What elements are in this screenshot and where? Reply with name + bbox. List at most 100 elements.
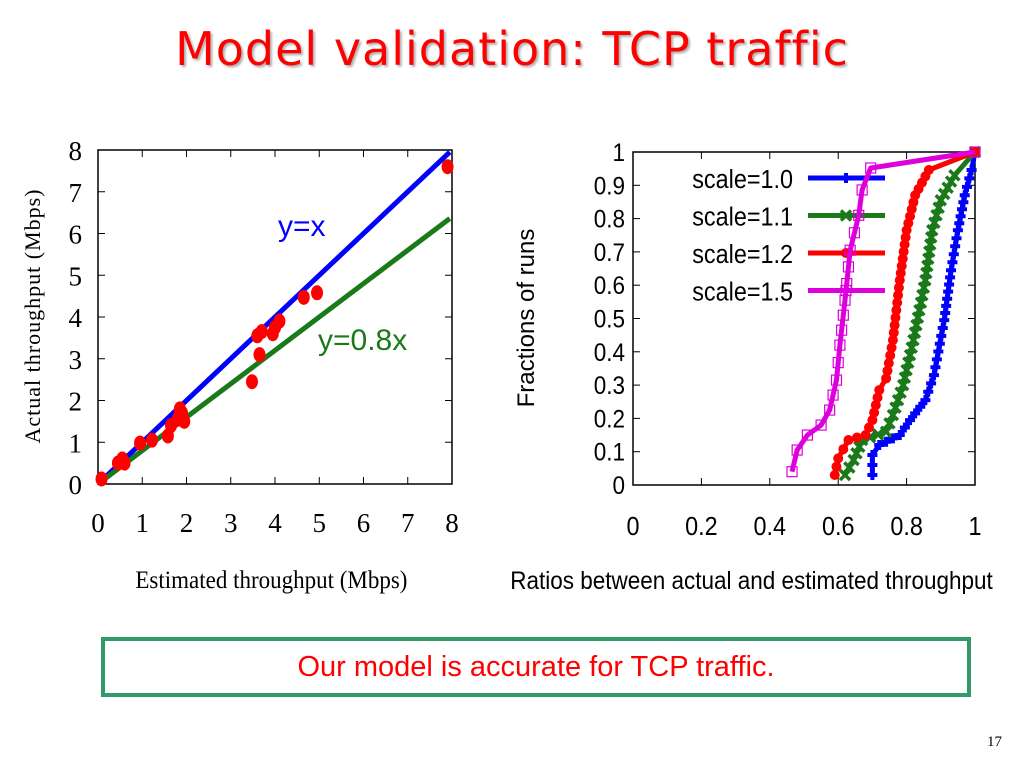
left-xtick-label: 0 [91,508,105,538]
marker-plus [915,401,926,412]
marker-x [891,393,905,407]
right-xtick-label: 0.8 [890,513,923,541]
data-point [134,435,147,451]
marker-plus [966,164,977,175]
marker-circle [882,365,893,376]
marker-x [944,175,958,188]
data-point [311,285,324,301]
right-ytick-label: 0.1 [594,439,625,467]
right-xtick-label: 1 [968,513,981,541]
left-xtick-label: 1 [136,508,150,538]
data-point [118,455,131,471]
marker-plus [964,173,975,184]
right-ytick-label: 0.5 [594,305,625,333]
marker-x [850,447,863,460]
marker-square [791,444,803,456]
right-xtick-label: 0 [626,513,639,541]
marker-circle [852,432,863,443]
reference-line-y-eq-x [96,150,452,486]
marker-circle [891,305,902,316]
left-xtick-label: 7 [401,508,415,538]
marker-square [865,162,877,174]
left-xtick-label: 5 [313,508,327,538]
legend-label: scale=1.5 [692,278,793,306]
data-point [255,324,268,340]
marker-square [786,466,798,478]
marker-circle [860,430,871,441]
left-ytick-label: 2 [69,387,83,417]
marker-plus [923,386,934,397]
data-point [178,413,191,429]
left-ytick-label: 3 [69,345,83,375]
marker-plus [962,181,973,192]
data-point [145,432,158,448]
series-scale-1-1 [838,145,982,482]
marker-square [830,374,843,386]
marker-x [941,181,954,195]
marker-square [801,429,814,441]
marker-plus [867,470,878,481]
right-xlabel: Ratios between actual and estimated thro… [510,567,993,595]
right-xtick-label: 0.2 [685,513,718,541]
marker-plus [899,422,910,433]
series-line [789,149,976,473]
right-ytick-label: 0 [612,472,625,500]
marker-square [824,404,836,416]
marker-square [832,357,844,369]
right-ytick-label: 0.2 [594,405,625,433]
series-scale-1-5 [786,146,981,478]
marker-circle [838,444,849,455]
right-ytick-label: 0.4 [594,339,625,367]
marker-x [948,169,961,182]
data-point [245,374,258,390]
marker-square [853,209,865,221]
left-ytick-label: 1 [69,428,83,458]
marker-circle [888,327,899,338]
marker-plus [905,415,916,426]
marker-circle [863,422,874,433]
marker-circle [892,297,903,308]
marker-plus [867,450,878,461]
marker-x [937,187,951,201]
marker-plus [867,460,878,471]
right-xtick-label: 0.6 [822,513,855,541]
marker-square [836,324,848,336]
marker-circle [889,320,900,331]
marker-circle [887,335,898,346]
marker-circle [833,453,844,464]
marker-square [842,261,855,273]
marker-x [879,425,893,438]
marker-circle [923,164,934,175]
right-ytick-label: 0.3 [594,372,625,400]
right-ylabel: Fractions of runs [513,229,540,408]
marker-circle [867,415,878,426]
right-ytick-label: 0.7 [594,239,625,267]
marker-square [848,227,861,239]
marker-plus [910,408,921,419]
marker-circle [881,373,892,384]
marker-circle [886,342,897,353]
left-ytick-label: 6 [69,220,83,250]
marker-circle [831,461,842,472]
marker-x [847,453,860,467]
marker-circle [893,282,904,293]
data-point [273,313,286,329]
marker-square [969,146,981,158]
right-ytick-label: 0.8 [594,206,625,234]
left-ytick-label: 0 [69,470,83,500]
data-point [297,289,310,305]
left-xtick-label: 2 [180,508,194,538]
marker-circle [870,400,881,411]
series-scale-1-2 [829,147,980,481]
marker-x [843,461,856,474]
marker-x [853,440,866,453]
marker-x [894,386,907,399]
data-point [253,347,266,363]
marker-circle [890,312,901,323]
legend-label: scale=1.0 [692,166,793,194]
data-point [95,471,108,487]
marker-x [934,194,948,207]
marker-x [883,417,896,430]
right-ytick-label: 0.6 [594,272,625,300]
